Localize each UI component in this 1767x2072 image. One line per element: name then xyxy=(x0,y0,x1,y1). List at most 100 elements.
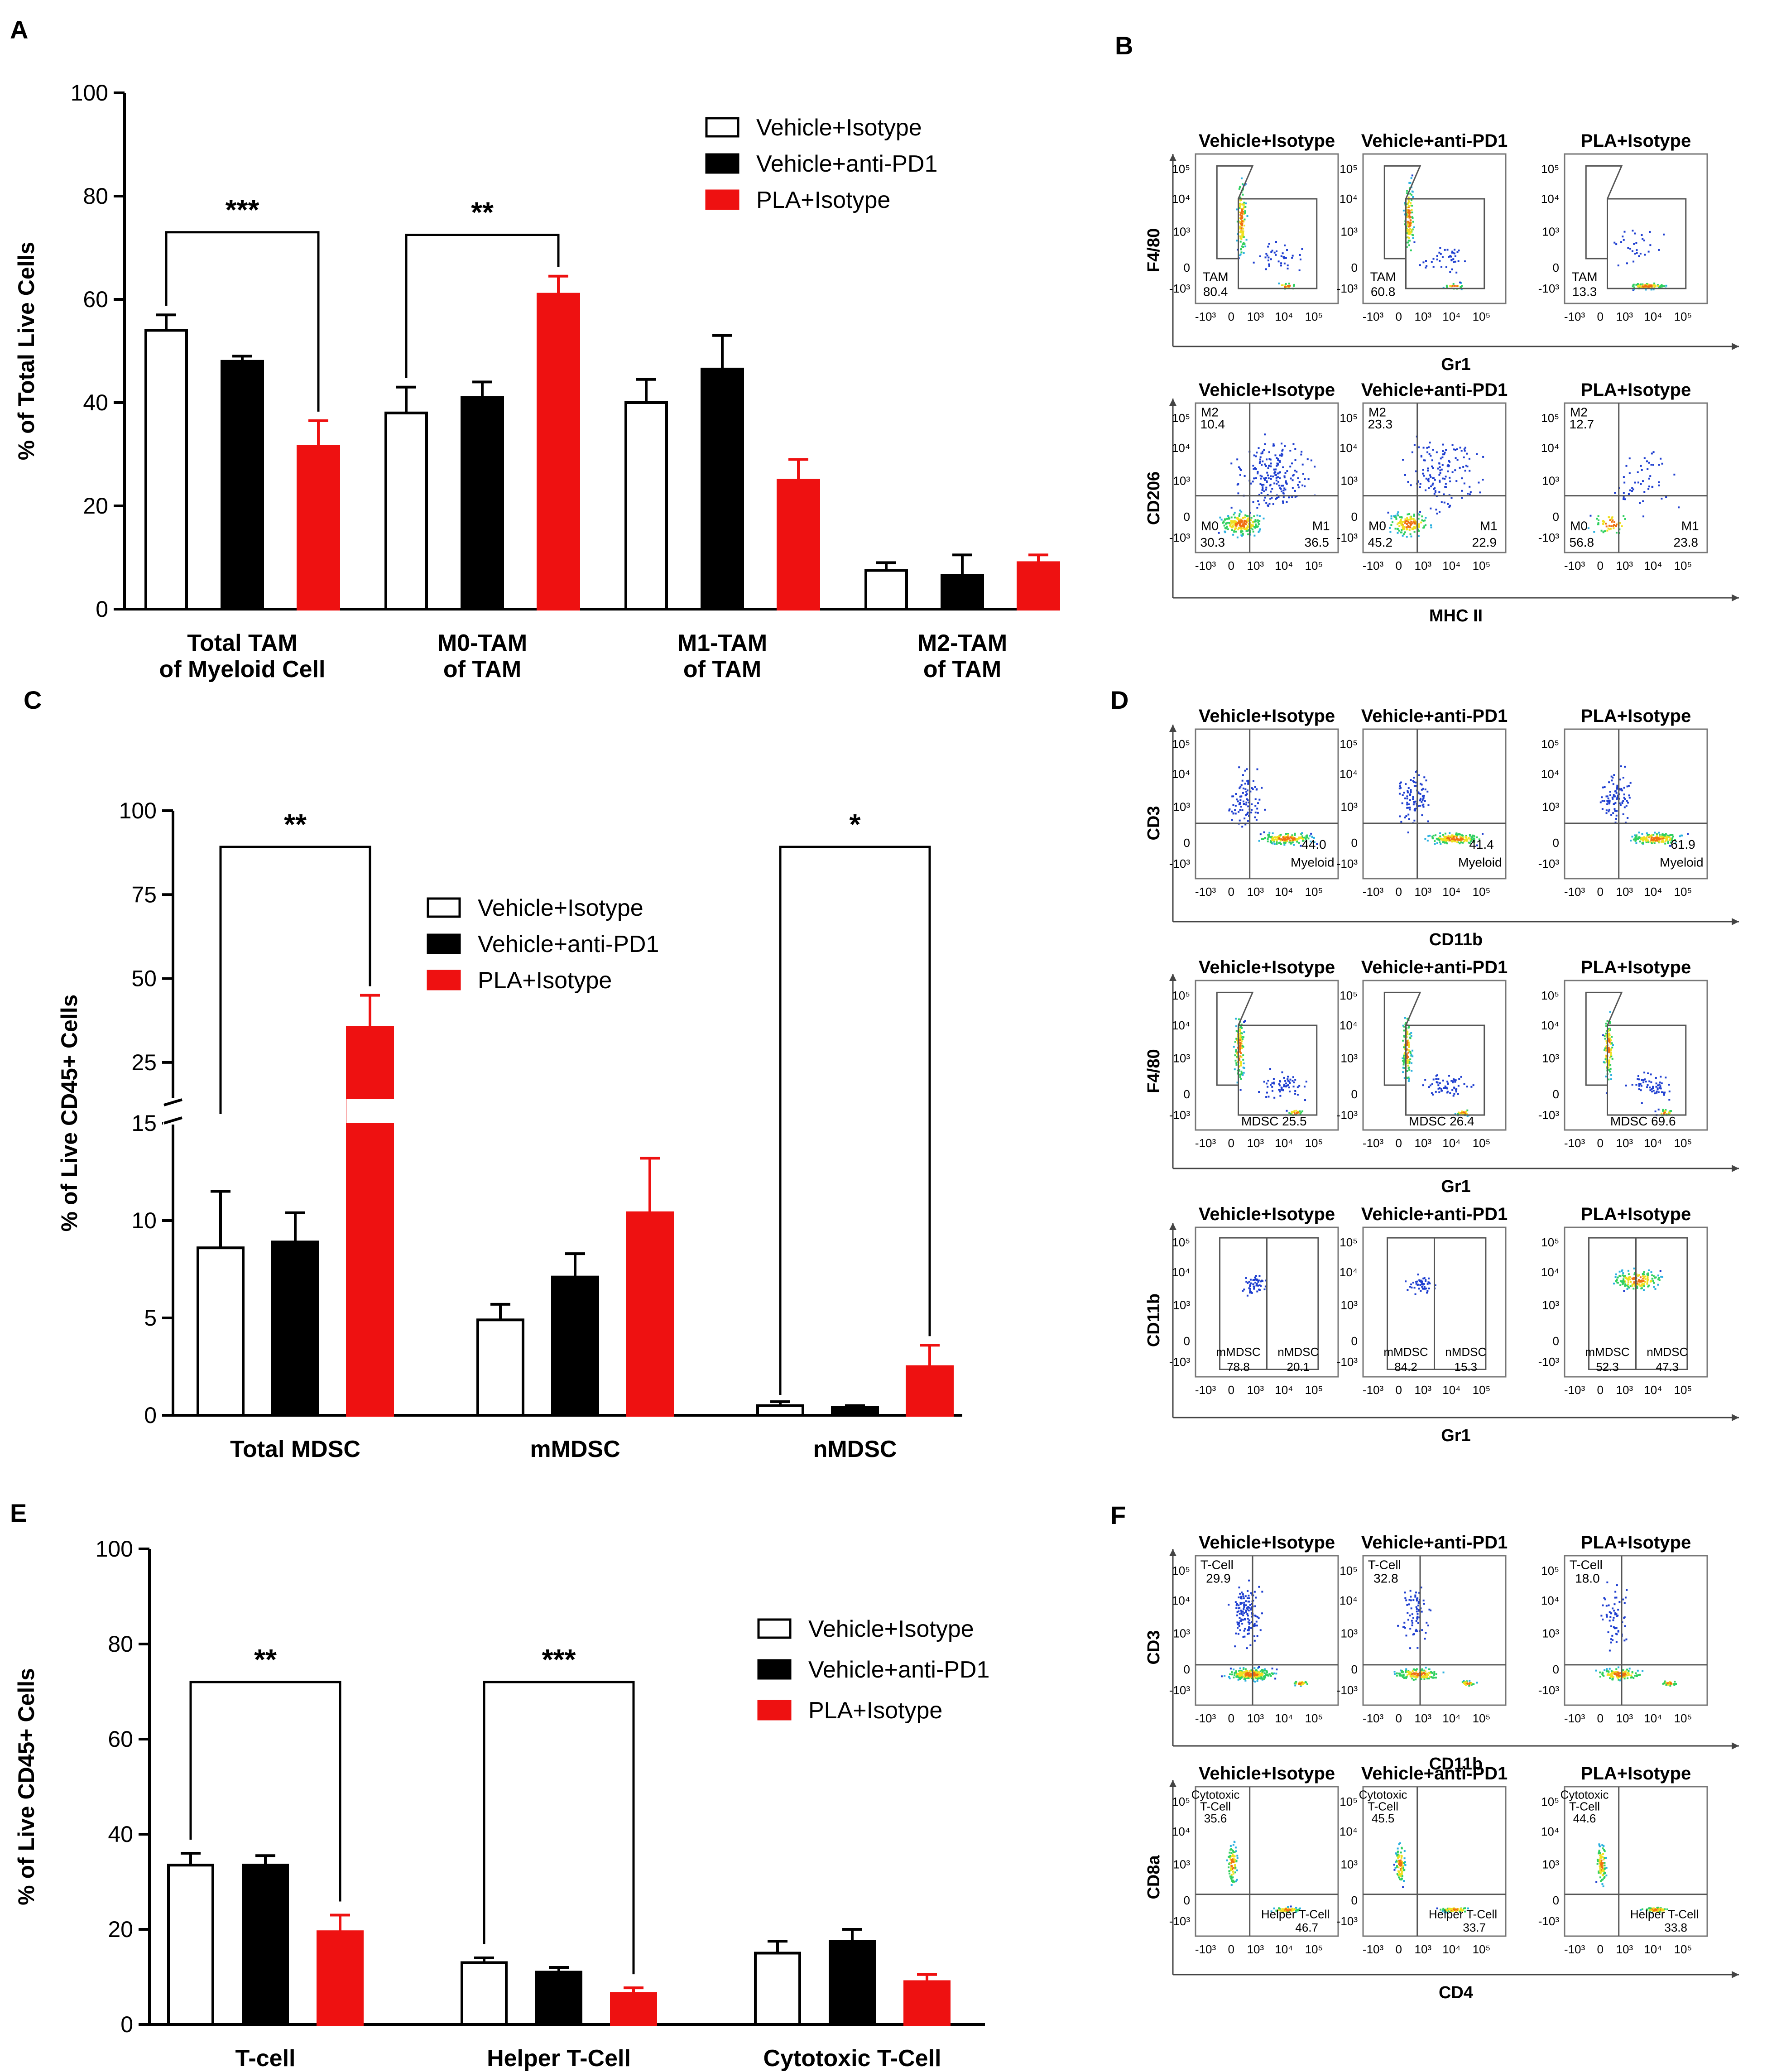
event-dot xyxy=(1237,1678,1239,1681)
event-dot xyxy=(1254,519,1257,521)
event-dot xyxy=(1243,236,1245,238)
event-dot xyxy=(1637,1078,1639,1080)
event-dot xyxy=(1297,477,1299,479)
arrow-head xyxy=(1732,1414,1739,1421)
event-dot xyxy=(1269,484,1271,486)
event-dot xyxy=(1233,1676,1235,1678)
event-dot xyxy=(1254,1605,1256,1607)
event-dot xyxy=(1250,524,1253,526)
event-dot xyxy=(1244,769,1246,772)
event-dot xyxy=(1435,1091,1437,1093)
event-dot xyxy=(1637,1279,1640,1281)
event-dot xyxy=(1258,1284,1261,1286)
event-dot xyxy=(1290,836,1292,838)
event-dot xyxy=(1661,285,1664,287)
event-dot xyxy=(1289,449,1292,452)
event-dot xyxy=(1621,1270,1623,1272)
x-tick-label: 10⁴ xyxy=(1275,310,1293,323)
event-dot xyxy=(1613,795,1615,798)
event-dot xyxy=(1410,1062,1412,1064)
event-dot xyxy=(1294,470,1296,472)
event-dot xyxy=(1406,209,1408,212)
event-dot xyxy=(1406,192,1408,194)
event-dot xyxy=(1401,521,1403,523)
event-dot xyxy=(1295,1909,1297,1912)
event-dot xyxy=(1661,285,1663,287)
event-dot xyxy=(1665,496,1667,498)
event-dot xyxy=(1421,1673,1424,1675)
event-dot xyxy=(1283,1083,1285,1086)
event-dot xyxy=(1648,486,1650,488)
event-dot xyxy=(1230,1852,1233,1854)
event-dot xyxy=(1412,1678,1415,1681)
event-dot xyxy=(1639,1673,1641,1676)
event-dot xyxy=(1414,1594,1416,1596)
row-x-label: Gr1 xyxy=(1441,1426,1470,1445)
event-dot xyxy=(1425,1673,1427,1676)
event-dot xyxy=(1617,1672,1619,1674)
event-dot xyxy=(1238,1604,1240,1606)
event-dot xyxy=(1239,1592,1241,1595)
event-dot xyxy=(1455,1088,1458,1090)
event-dot xyxy=(1303,836,1306,839)
x-tick-label: 10³ xyxy=(1415,559,1432,572)
event-dot xyxy=(1225,527,1228,529)
event-dot xyxy=(1409,533,1412,535)
y-axis-title: % of Total Live Cells xyxy=(14,242,39,461)
event-dot xyxy=(1458,1078,1460,1080)
event-dot xyxy=(1608,1062,1610,1064)
event-dot xyxy=(1411,1613,1413,1615)
event-dot xyxy=(1655,836,1657,839)
plot-title: Vehicle+anti-PD1 xyxy=(1361,1764,1508,1784)
event-dot xyxy=(1652,837,1655,839)
event-dot xyxy=(1232,1844,1234,1846)
y-tick-label: -10³ xyxy=(1169,282,1191,295)
event-dot xyxy=(1674,839,1676,841)
event-dot xyxy=(1637,836,1639,839)
event-dot xyxy=(1607,1050,1609,1052)
event-dot xyxy=(1236,522,1238,524)
event-dot xyxy=(1408,230,1411,232)
event-dot xyxy=(1445,483,1447,485)
gate-label: M1 xyxy=(1480,519,1498,533)
event-dot xyxy=(1306,1683,1309,1685)
event-dot xyxy=(1599,1671,1601,1673)
event-dot xyxy=(1622,800,1624,802)
event-dot xyxy=(1275,1909,1277,1912)
event-dot xyxy=(1443,501,1445,504)
event-dot xyxy=(1619,522,1621,524)
event-dot xyxy=(1643,1276,1645,1279)
event-dot xyxy=(1444,1085,1446,1087)
event-dot xyxy=(1438,511,1440,513)
event-dot xyxy=(1253,1624,1255,1626)
event-dot xyxy=(1406,215,1408,217)
event-dot xyxy=(1415,1606,1417,1608)
event-dot xyxy=(1313,841,1316,843)
y-tick-label: 10⁵ xyxy=(1172,989,1190,1002)
event-dot xyxy=(1642,285,1645,288)
event-dot xyxy=(1647,1276,1649,1279)
event-dot xyxy=(1241,236,1244,238)
event-dot xyxy=(1436,258,1438,260)
event-dot xyxy=(1412,1622,1414,1624)
gate-label: Helper T-Cell xyxy=(1261,1907,1330,1921)
event-dot xyxy=(1233,1880,1235,1883)
event-dot xyxy=(1296,471,1298,473)
event-dot xyxy=(1407,525,1409,528)
event-dot xyxy=(1415,1629,1417,1631)
event-dot xyxy=(1612,1672,1614,1674)
event-dot xyxy=(1601,796,1603,798)
event-dot xyxy=(1602,1869,1604,1871)
event-dot xyxy=(1254,812,1257,814)
y-tick-label: 0 xyxy=(1184,836,1190,850)
event-dot xyxy=(1638,1078,1640,1081)
event-dot xyxy=(1438,251,1440,254)
event-dot xyxy=(1400,1855,1402,1857)
event-dot xyxy=(1241,1072,1243,1074)
event-dot xyxy=(1408,1026,1410,1028)
event-dot xyxy=(1639,841,1641,843)
event-dot xyxy=(1404,520,1407,523)
event-dot xyxy=(1418,1616,1421,1619)
event-dot xyxy=(1421,515,1423,518)
event-dot xyxy=(1276,457,1278,459)
